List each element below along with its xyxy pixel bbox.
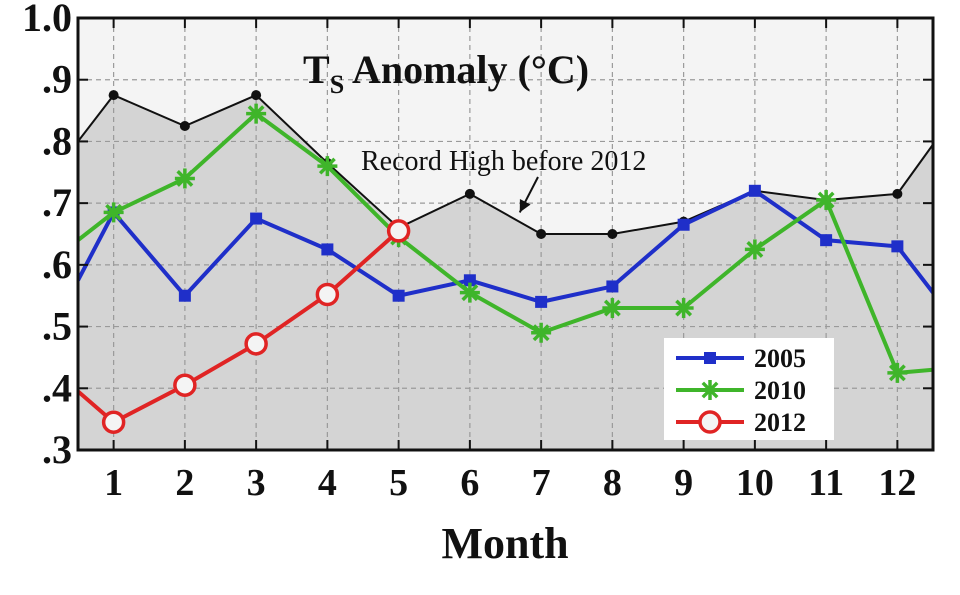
y-tick-label: .8 <box>42 118 72 163</box>
star-marker-stroke <box>461 284 479 302</box>
series-2005-point <box>178 289 191 302</box>
record-high-line <box>78 93 933 235</box>
series-2010-point <box>744 239 765 260</box>
record-high-point <box>464 188 475 199</box>
y-tick-label: .9 <box>42 57 72 102</box>
star-marker-stroke <box>675 299 693 317</box>
series-2005-point <box>891 240 904 253</box>
record-high-point <box>251 90 262 101</box>
series-2005-point <box>463 274 476 287</box>
series-2005-point <box>321 243 334 256</box>
x-tick-label: 9 <box>674 462 693 504</box>
series-2012-point <box>173 373 197 397</box>
series-2005-point <box>535 295 548 308</box>
plot-frame <box>76 16 935 452</box>
record-high-point <box>179 121 190 131</box>
chart-title: TS Anomaly (°C) <box>303 47 589 99</box>
x-tick-label: 7 <box>532 462 551 504</box>
series-2010-point <box>246 103 267 124</box>
record-high-point <box>892 188 903 199</box>
star-marker-stroke <box>247 105 265 123</box>
star-marker-stroke <box>105 203 123 221</box>
star-marker-stroke <box>532 324 550 342</box>
y-tick-label: .3 <box>42 427 72 472</box>
x-tick-label: 1 <box>104 462 123 504</box>
x-tick-label: 3 <box>247 462 266 504</box>
series-2005-point <box>748 184 761 197</box>
x-tick-label: 4 <box>318 462 337 504</box>
legend-label-2012: 2012 <box>754 408 806 437</box>
y-tick-label: .5 <box>42 304 72 349</box>
star-marker-stroke <box>888 364 906 382</box>
x-tick-label: 12 <box>878 462 916 504</box>
y-tick-label: 1.0 <box>22 0 72 40</box>
y-tick-label: .7 <box>42 180 72 225</box>
series-2010-line <box>78 111 933 375</box>
series-2010-point <box>459 282 480 303</box>
legend-label-2010: 2010 <box>754 376 806 405</box>
series-2012-point <box>244 332 268 356</box>
series-2012-point <box>315 282 340 307</box>
star-marker-stroke <box>176 170 194 187</box>
series-2005-point <box>250 212 263 225</box>
x-tick-label: 6 <box>460 462 479 504</box>
star-marker-stroke <box>746 240 764 258</box>
x-tick-label: 11 <box>808 462 844 504</box>
series-2010-point <box>174 168 195 189</box>
series-2010-point <box>103 202 124 223</box>
legend-marker-2012 <box>698 410 722 434</box>
series-2012-point <box>101 410 126 434</box>
series-2005-point <box>677 218 690 231</box>
star-marker-stroke <box>817 191 835 209</box>
y-tick-label: .4 <box>42 365 72 410</box>
series-2005-point <box>392 289 405 302</box>
record-high-point <box>108 90 119 101</box>
x-tick-label: 8 <box>603 462 622 504</box>
series-2005-point <box>606 280 619 293</box>
series-2010-point <box>816 190 837 211</box>
series-2010-point <box>673 298 694 319</box>
record-high-point <box>536 229 547 239</box>
x-tick-label: 2 <box>175 462 194 504</box>
x-tick-label: 5 <box>389 462 408 504</box>
series-2005-point <box>820 234 833 247</box>
chart-title-main: T <box>303 47 330 92</box>
record-high-point <box>607 229 618 239</box>
record-high-annotation: Record High before 2012 <box>361 146 646 177</box>
star-marker-stroke <box>603 299 621 317</box>
series-2010-point <box>887 362 908 383</box>
star-marker-stroke <box>318 157 336 175</box>
y-tick-label: .6 <box>42 242 72 287</box>
legend-marker-2005 <box>704 352 716 364</box>
series-2010-point <box>602 298 623 319</box>
chart-title-rest: Anomaly (°C) <box>344 47 589 92</box>
x-tick-label: 10 <box>736 462 774 504</box>
legend-marker-2010 <box>700 380 720 400</box>
legend-label-2005: 2005 <box>754 344 806 373</box>
chart-title-subscript: S <box>330 70 344 99</box>
x-axis-label: Month <box>441 519 568 568</box>
series-2012-point <box>386 219 411 243</box>
series-2010-point <box>531 322 552 343</box>
annotation-arrow-head <box>519 198 531 213</box>
series-2010-point <box>317 156 338 177</box>
series-2005-line <box>78 188 933 304</box>
star-marker-stroke <box>701 381 719 399</box>
